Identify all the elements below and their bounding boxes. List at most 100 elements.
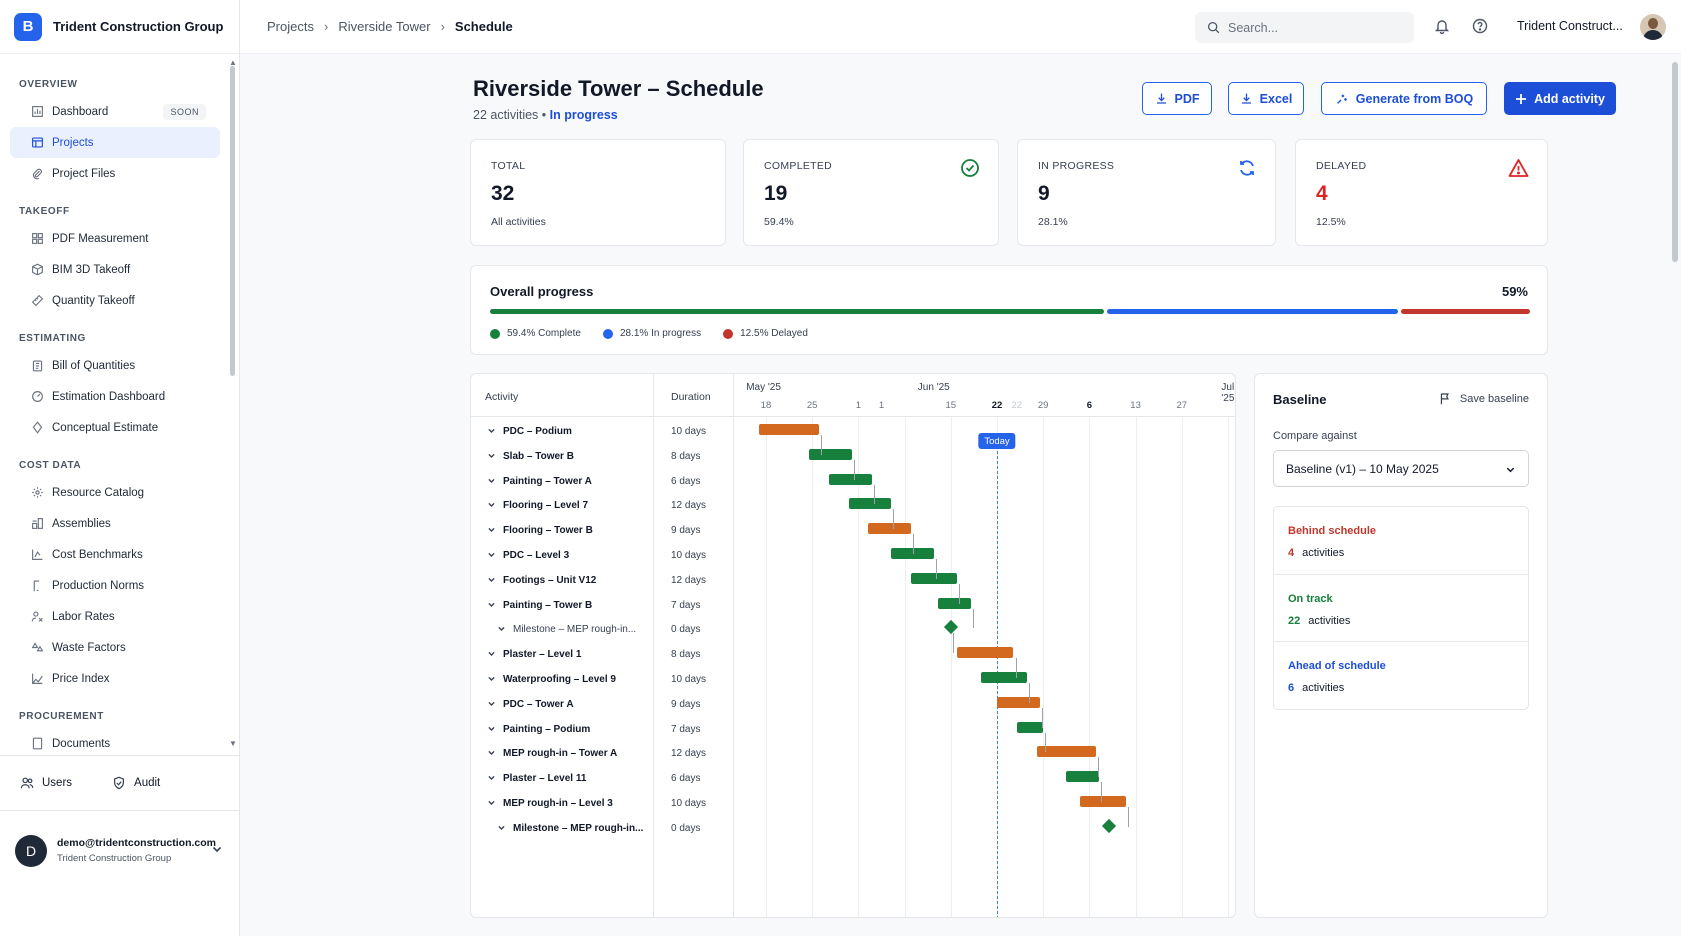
gantt-row[interactable]: MEP rough-in – Tower A 12 days	[471, 740, 1235, 767]
brand-logo: B	[14, 12, 42, 41]
scroll-down-icon[interactable]: ▼	[229, 739, 237, 748]
export-pdf-button[interactable]: PDF	[1142, 82, 1212, 115]
scroll-up-icon[interactable]: ▲	[229, 58, 237, 67]
chevron-down-icon[interactable]	[497, 823, 506, 832]
gantt-bar-done[interactable]	[828, 473, 872, 485]
chevron-down-icon[interactable]	[487, 451, 496, 460]
chevron-down-icon[interactable]	[487, 476, 496, 485]
gantt-row[interactable]: Footings – Unit V12 12 days	[471, 567, 1235, 594]
chevron-down-icon[interactable]	[487, 699, 496, 708]
sidebar-item-resource-catalog[interactable]: Resource Catalog	[10, 477, 220, 508]
gantt-bar-done[interactable]	[1066, 771, 1100, 783]
chevron-down-icon[interactable]	[487, 798, 496, 807]
gantt-bar-done[interactable]	[937, 597, 971, 609]
sidebar-item-projects[interactable]: Projects	[10, 127, 220, 158]
breadcrumb-project[interactable]: Riverside Tower	[338, 19, 431, 34]
chevron-down-icon[interactable]	[487, 748, 496, 757]
sidebar-item-estimation-dashboard[interactable]: Estimation Dashboard	[10, 381, 220, 412]
gantt-row[interactable]: Milestone – MEP rough-in... 0 days	[471, 616, 1235, 643]
sidebar-item-assemblies[interactable]: Assemblies	[10, 508, 220, 539]
generate-from-boq-button[interactable]: Generate from BOQ	[1321, 82, 1487, 115]
chevron-down-icon[interactable]	[487, 550, 496, 559]
chevron-down-icon[interactable]	[487, 724, 496, 733]
org-switcher[interactable]: Trident Construct...	[1517, 19, 1623, 33]
brand[interactable]: B Trident Construction Group	[0, 0, 239, 54]
gantt-bar-delayed[interactable]	[1036, 746, 1096, 758]
on-track-row[interactable]: On track 22 activities	[1274, 574, 1528, 641]
gantt-row[interactable]: Milestone – MEP rough-in... 0 days	[471, 815, 1235, 842]
sidebar-item-project-files[interactable]: Project Files	[10, 158, 220, 189]
sidebar-item-bill-of-quantities[interactable]: Bill of Quantities	[10, 350, 220, 381]
behind-schedule-row[interactable]: Behind schedule 4 activities	[1274, 507, 1528, 574]
chevron-down-icon[interactable]	[497, 624, 506, 633]
user-avatar[interactable]	[1640, 14, 1666, 40]
gantt-row[interactable]: MEP rough-in – Level 3 10 days	[471, 790, 1235, 817]
chevron-down-icon[interactable]	[487, 674, 496, 683]
chevron-down-icon[interactable]	[487, 773, 496, 782]
sidebar-item-production-norms[interactable]: Production Norms	[10, 570, 220, 601]
gantt-bar-delayed[interactable]	[868, 523, 912, 535]
stat-label: DELAYED	[1316, 160, 1367, 172]
gantt-row[interactable]: Waterproofing – Level 9 10 days	[471, 666, 1235, 693]
baseline-select[interactable]: Baseline (v1) – 10 May 2025	[1273, 450, 1529, 487]
gantt-bar-delayed[interactable]	[1079, 796, 1126, 807]
bell-icon[interactable]	[1434, 18, 1450, 34]
ahead-of-schedule-row[interactable]: Ahead of schedule 6 activities	[1274, 641, 1528, 708]
gantt-bar-done[interactable]	[848, 498, 892, 510]
gantt-row[interactable]: Painting – Podium 7 days	[471, 716, 1235, 743]
gantt-bar-done[interactable]	[1016, 721, 1044, 733]
page-scroll-thumb[interactable]	[1672, 62, 1678, 262]
sidebar-item-pdf-measurement[interactable]: PDF Measurement	[10, 223, 220, 254]
gantt-bar-delayed[interactable]	[997, 696, 1040, 708]
help-icon[interactable]	[1472, 18, 1488, 34]
sidebar-item-dashboard[interactable]: Dashboard SOON	[10, 96, 220, 127]
gantt-row[interactable]: Plaster – Level 1 8 days	[471, 641, 1235, 668]
breadcrumb-projects[interactable]: Projects	[267, 19, 314, 34]
gantt-row[interactable]: Flooring – Level 7 12 days	[471, 492, 1235, 519]
sidebar-item-labor-rates[interactable]: Labor Rates	[10, 601, 220, 632]
audit-link[interactable]: Audit	[112, 776, 160, 790]
chevron-down-icon[interactable]	[487, 575, 496, 584]
add-activity-button[interactable]: Add activity	[1504, 82, 1616, 115]
sidebar-item-price-index[interactable]: Price Index	[10, 663, 220, 694]
page-scrollbar[interactable]	[1669, 54, 1681, 936]
gantt-bar-delayed[interactable]	[957, 647, 1014, 659]
activity-duration: 10 days	[671, 798, 707, 809]
gantt-row[interactable]: PDC – Tower A 9 days	[471, 691, 1235, 718]
gantt-bar-done[interactable]	[891, 548, 935, 559]
chevron-down-icon[interactable]	[487, 525, 496, 534]
gantt-bar-done[interactable]	[808, 448, 852, 460]
users-link[interactable]: Users	[20, 776, 72, 790]
chevron-down-icon[interactable]	[487, 600, 496, 609]
gantt-row[interactable]: Slab – Tower B 8 days	[471, 443, 1235, 470]
sidebar-item-quantity-takeoff[interactable]: Quantity Takeoff	[10, 285, 220, 316]
gantt-bar-done[interactable]	[911, 572, 958, 584]
chevron-down-icon[interactable]	[211, 843, 223, 855]
sidebar-item-conceptual-estimate[interactable]: Conceptual Estimate	[10, 412, 220, 443]
sidebar-item-cost-benchmarks[interactable]: Cost Benchmarks	[10, 539, 220, 570]
gantt-row[interactable]: Painting – Tower B 7 days	[471, 592, 1235, 619]
chevron-down-icon[interactable]	[487, 426, 496, 435]
sidebar-scroll-thumb[interactable]	[230, 66, 235, 376]
column-duration: Duration	[671, 391, 711, 403]
sidebar-scrollbar[interactable]: ▲ ▼	[229, 58, 237, 748]
chevron-down-icon[interactable]	[487, 649, 496, 658]
gantt-row[interactable]: Plaster – Level 11 6 days	[471, 765, 1235, 792]
sidebar-item-label: Waste Factors	[52, 641, 126, 654]
gantt-row[interactable]: Painting – Tower A 6 days	[471, 468, 1235, 495]
sidebar-item-waste-factors[interactable]: Waste Factors	[10, 632, 220, 663]
chevron-down-icon[interactable]	[487, 500, 496, 509]
gantt-row[interactable]: PDC – Level 3 10 days	[471, 542, 1235, 569]
save-baseline-button[interactable]: Save baseline	[1439, 392, 1529, 405]
gantt-bar-done[interactable]	[980, 672, 1027, 683]
sidebar-item-documents[interactable]: Documents	[10, 728, 220, 752]
user-menu[interactable]: D demo@tridentconstruction.com Trident C…	[0, 810, 239, 890]
gantt-bar-delayed[interactable]	[759, 424, 819, 435]
activity-duration: 10 days	[671, 550, 707, 561]
gantt-row[interactable]: PDC – Podium 10 days	[471, 418, 1235, 445]
export-excel-button[interactable]: Excel	[1228, 82, 1304, 115]
legend-item: 28.1% In progress	[602, 328, 701, 339]
search-input[interactable]: Search...	[1195, 12, 1414, 43]
sidebar-item-bim-3d-takeoff[interactable]: BIM 3D Takeoff	[10, 254, 220, 285]
gantt-row[interactable]: Flooring – Tower B 9 days	[471, 517, 1235, 544]
